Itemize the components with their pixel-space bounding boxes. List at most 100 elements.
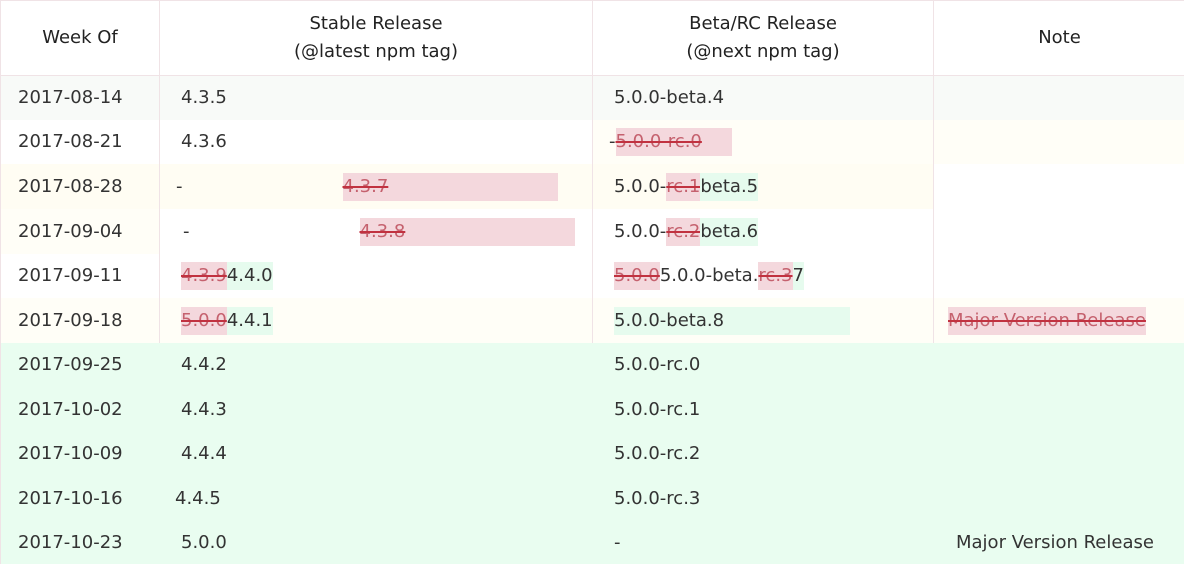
table-row: 2017-10-16 4.4.5 5.0.0-rc.3 xyxy=(1,476,1184,521)
beta-prefix: 5.0.0- xyxy=(614,175,667,197)
week-cell: 2017-09-11 xyxy=(1,254,160,298)
stable-cell: 4.3.5 xyxy=(160,76,593,120)
beta-cell: 5.0.0-beta.8 xyxy=(593,298,934,343)
stable-value: 4.4.2 xyxy=(181,354,227,375)
note-value: Major Version Release xyxy=(956,532,1154,553)
note-cell: Major Version Release xyxy=(934,521,1184,564)
week-cell: 2017-09-25 xyxy=(1,343,160,387)
beta-cell: 5.0.0 5.0.0-beta. rc.3 7 xyxy=(593,254,934,298)
week-value: 2017-08-28 xyxy=(18,175,123,197)
week-cell: 2017-08-14 xyxy=(1,76,160,120)
beta-inserted-part: beta.6 xyxy=(700,217,759,246)
header-beta-subtitle: (@next npm tag) xyxy=(686,41,840,62)
stable-cell: 5.0.0 4.4.1 xyxy=(160,298,593,343)
stable-value: 4.4.4 xyxy=(181,443,227,464)
table-row: 2017-09-11 4.3.9 4.4.0 5.0.0 5.0.0-beta. rc… xyxy=(1,254,1184,299)
note-cell xyxy=(934,387,1184,432)
header-week-of-label: Week Of xyxy=(42,27,118,48)
week-value: 2017-09-18 xyxy=(18,309,123,331)
beta-deleted-part-2: rc.3 xyxy=(758,262,793,290)
beta-cell: 5.0.0-rc.0 xyxy=(593,343,934,387)
stable-inserted-part: 4.4.0 xyxy=(226,262,273,290)
beta-inserted-part: 7 xyxy=(792,262,804,290)
beta-value: 5.0.0-beta.4 xyxy=(614,87,725,108)
note-cell xyxy=(934,164,1184,209)
beta-deleted-part: rc.2 xyxy=(666,217,701,246)
week-cell: 2017-08-21 xyxy=(1,120,160,164)
beta-value: - xyxy=(614,532,621,553)
table-row: 2017-09-25 4.4.2 5.0.0-rc.0 xyxy=(1,343,1184,387)
beta-prefix: 5.0.0- xyxy=(614,220,667,242)
stable-cell: 5.0.0 xyxy=(160,521,593,564)
beta-inserted-value: 5.0.0-beta.8 xyxy=(614,306,851,335)
beta-cell: 5.0.0- rc.1 beta.5 xyxy=(593,164,934,209)
stable-cell: - 4.3.8 xyxy=(160,209,593,254)
beta-value: 5.0.0-rc.1 xyxy=(614,398,701,420)
week-value: 2017-10-16 xyxy=(18,487,123,509)
header-stable-subtitle: (@latest npm tag) xyxy=(294,41,458,62)
week-value: 2017-09-25 xyxy=(18,354,123,375)
note-cell xyxy=(934,254,1184,298)
stable-cell: 4.4.2 xyxy=(160,343,593,387)
note-cell xyxy=(934,476,1184,521)
stable-deleted-part: 4.3.9 xyxy=(181,262,227,290)
stable-inserted-part: 4.4.1 xyxy=(226,306,273,335)
header-week-of: Week Of xyxy=(1,1,160,76)
week-cell: 2017-10-02 xyxy=(1,387,160,432)
beta-cell: 5.0.0-rc.2 xyxy=(593,432,934,476)
beta-cell: 5.0.0-rc.3 xyxy=(593,476,934,521)
beta-value: 5.0.0-rc.0 xyxy=(614,354,701,375)
note-cell xyxy=(934,76,1184,120)
stable-cell: 4.3.6 xyxy=(160,120,593,164)
stable-dash: - xyxy=(183,220,190,242)
added-rows-block xyxy=(1,343,1184,564)
week-cell: 2017-10-23 xyxy=(1,521,160,564)
header-stable-title: Stable Release xyxy=(309,13,443,34)
note-cell: Major Version Release xyxy=(934,298,1184,343)
beta-middle-part: 5.0.0-beta. xyxy=(659,265,759,286)
stable-cell: 4.3.9 4.4.0 xyxy=(160,254,593,298)
week-cell: 2017-10-16 xyxy=(1,476,160,521)
stable-cell: 4.4.3 xyxy=(160,387,593,432)
beta-cell: 5.0.0-beta.4 xyxy=(593,76,934,120)
table-row: 2017-08-28 - 4.3.7 5.0.0- rc.1 beta.5 xyxy=(1,164,1184,210)
stable-value: 4.4.3 xyxy=(181,398,227,420)
beta-cell: 5.0.0-rc.1 xyxy=(593,387,934,432)
week-cell: 2017-09-04 xyxy=(1,209,160,254)
stable-dash: - xyxy=(176,175,183,197)
week-value: 2017-09-04 xyxy=(18,220,123,242)
header-stable-release: Stable Release (@latest npm tag) xyxy=(160,1,593,76)
week-value: 2017-10-23 xyxy=(18,532,123,553)
beta-value: 5.0.0-rc.2 xyxy=(614,443,701,464)
week-cell: 2017-09-18 xyxy=(1,298,160,343)
week-value: 2017-09-11 xyxy=(18,265,123,286)
stable-value: 5.0.0 xyxy=(181,532,227,553)
week-value: 2017-10-02 xyxy=(18,398,123,420)
beta-deleted-part: 5.0.0 xyxy=(614,262,660,290)
stable-value: 4.4.5 xyxy=(175,487,221,509)
stable-deleted-part: 5.0.0 xyxy=(181,306,227,335)
note-cell xyxy=(934,120,1184,164)
table-row: 2017-09-18 5.0.0 4.4.1 5.0.0-beta.8 Major… xyxy=(1,298,1184,344)
beta-deleted-value: 5.0.0-rc.0 xyxy=(615,128,732,156)
table-row: 2017-10-09 4.4.4 5.0.0-rc.2 xyxy=(1,432,1184,476)
header-beta-release: Beta/RC Release (@next npm tag) xyxy=(593,1,934,76)
note-cell xyxy=(934,343,1184,387)
header-note-label: Note xyxy=(1038,27,1081,48)
week-cell: 2017-10-09 xyxy=(1,432,160,476)
stable-cell: 4.4.4 xyxy=(160,432,593,476)
note-cell xyxy=(934,432,1184,476)
beta-deleted-part: rc.1 xyxy=(666,172,701,201)
week-value: 2017-10-09 xyxy=(18,443,123,464)
stable-value: 4.3.5 xyxy=(181,87,227,108)
table-row: 2017-09-04 - 4.3.8 5.0.0- rc.2 beta.6 xyxy=(1,209,1184,255)
note-cell xyxy=(934,209,1184,254)
table-row: 2017-08-21 4.3.6 - 5.0.0-rc.0 xyxy=(1,120,1184,165)
stable-value: 4.3.6 xyxy=(181,131,227,152)
beta-cell: 5.0.0- rc.2 beta.6 xyxy=(593,209,934,254)
stable-cell: 4.4.5 xyxy=(160,476,593,521)
table-header-row: Week Of Stable Release (@latest npm tag)… xyxy=(1,1,1184,76)
table-row: 2017-10-02 4.4.3 5.0.0-rc.1 xyxy=(1,387,1184,432)
header-beta-title: Beta/RC Release xyxy=(689,13,837,34)
